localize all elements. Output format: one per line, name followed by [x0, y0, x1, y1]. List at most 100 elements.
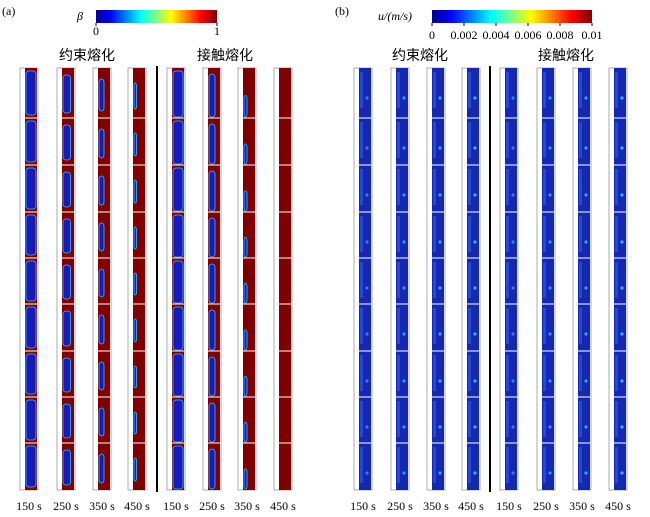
flow-spot — [473, 379, 477, 383]
flow-band — [468, 72, 471, 108]
solid — [62, 403, 71, 439]
flow-spot — [438, 286, 442, 290]
solid — [243, 375, 248, 397]
flow-spot — [473, 286, 477, 290]
solid — [172, 70, 184, 118]
solid — [25, 120, 37, 163]
panel-label: (b) — [335, 4, 349, 18]
solid — [243, 143, 248, 165]
group-label: 接触熔化 — [197, 47, 253, 64]
time-label: 450 s — [270, 499, 296, 513]
flow-band — [360, 169, 363, 205]
solid — [172, 306, 184, 351]
solid — [25, 445, 37, 488]
flow-band — [543, 122, 546, 158]
flow-band — [468, 447, 471, 483]
solid — [172, 167, 184, 212]
flow-spot — [438, 332, 442, 336]
flow-band — [615, 447, 618, 483]
solid — [243, 329, 248, 351]
flow-spot — [584, 379, 588, 383]
colorbar-title: β — [76, 9, 83, 23]
flow-band — [468, 355, 471, 391]
flow-spot — [473, 471, 477, 475]
flow-band — [579, 169, 582, 205]
flow-spot — [402, 286, 406, 290]
flow-band — [468, 401, 471, 437]
flow-band — [506, 216, 509, 252]
solid — [208, 309, 216, 351]
flow-band — [615, 216, 618, 252]
flow-band — [506, 355, 509, 391]
flow-band — [506, 308, 509, 344]
solid — [62, 218, 71, 254]
solid — [25, 260, 37, 302]
flow-spot — [584, 146, 588, 150]
flow-spot — [584, 193, 588, 197]
solid — [25, 306, 37, 349]
flow-band — [360, 308, 363, 344]
colorbar — [96, 10, 217, 23]
flow-spot — [511, 146, 515, 150]
flow-band — [543, 355, 546, 391]
solid — [25, 353, 37, 395]
flow-band — [468, 216, 471, 252]
flow-spot — [402, 240, 406, 244]
solid — [172, 445, 184, 490]
flow-band — [579, 401, 582, 437]
time-label: 250 s — [53, 499, 79, 513]
flow-band — [543, 262, 546, 298]
solid — [133, 226, 137, 250]
flow-spot — [584, 286, 588, 290]
flow-band — [543, 216, 546, 252]
solid — [172, 260, 184, 304]
solid — [62, 74, 71, 114]
solid — [243, 190, 248, 212]
flow-band — [397, 355, 400, 391]
flow-band — [397, 72, 400, 108]
flow-spot — [548, 425, 552, 429]
flow-band — [506, 262, 509, 298]
solid — [133, 457, 137, 482]
colorbar-tick-label: 0.002 — [451, 28, 478, 42]
flow-band — [360, 122, 363, 158]
flow-spot — [438, 379, 442, 383]
flow-band — [579, 122, 582, 158]
flow-spot — [402, 425, 406, 429]
flow-band — [397, 447, 400, 483]
flow-spot — [584, 471, 588, 475]
solid — [172, 214, 184, 258]
solid — [133, 132, 137, 157]
time-label: 150 s — [16, 499, 42, 513]
flow-band — [615, 72, 618, 108]
solid — [98, 128, 105, 159]
flow-spot — [365, 240, 369, 244]
flow-spot — [365, 193, 369, 197]
solid — [133, 318, 137, 343]
time-label: 350 s — [89, 499, 115, 513]
solid — [243, 236, 248, 258]
flow-band — [360, 216, 363, 252]
flow-band — [397, 122, 400, 158]
flow-band — [579, 447, 582, 483]
colorbar — [432, 10, 592, 23]
solid — [98, 453, 105, 484]
group-label: 接触熔化 — [538, 47, 594, 64]
flow-spot — [620, 425, 624, 429]
solid — [208, 263, 216, 304]
flow-band — [397, 216, 400, 252]
flow-band — [468, 122, 471, 158]
solid — [25, 70, 37, 116]
flow-band — [433, 308, 436, 344]
solid — [98, 222, 105, 252]
colorbar-tick-label: 0 — [429, 28, 435, 42]
flow-band — [433, 72, 436, 108]
solid — [62, 264, 71, 300]
time-label: 450 s — [124, 499, 150, 513]
flow-spot — [402, 379, 406, 383]
flow-spot — [438, 96, 442, 100]
flow-band — [506, 401, 509, 437]
flow-spot — [473, 332, 477, 336]
solid — [208, 402, 216, 443]
time-label: 150 s — [350, 499, 376, 513]
